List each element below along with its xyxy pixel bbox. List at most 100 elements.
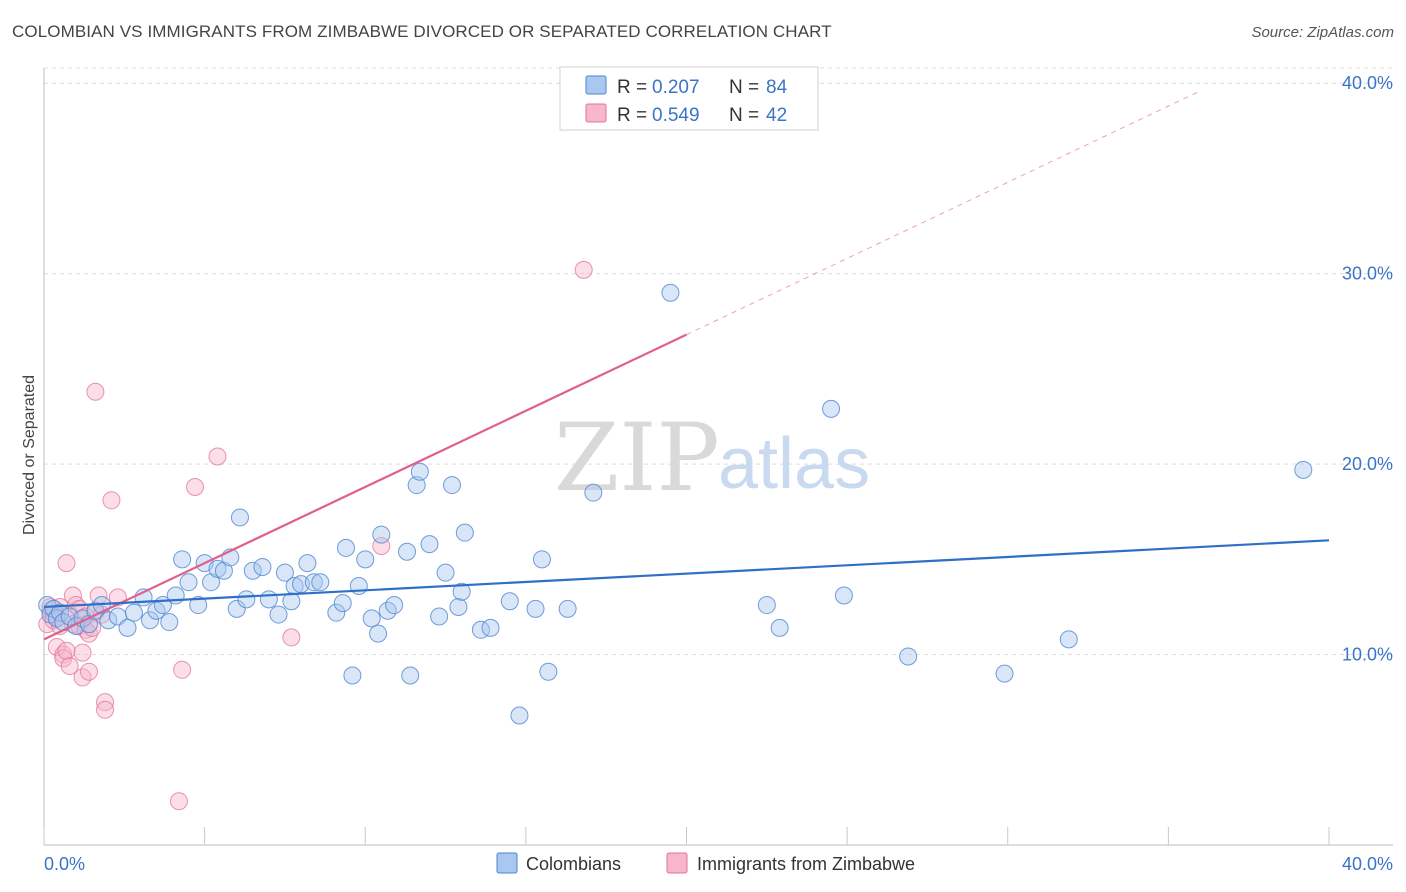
x-tick-label-min: 0.0% <box>44 854 85 874</box>
watermark-atlas: atlas <box>718 424 870 504</box>
trend-line-colombians <box>43 539 1330 609</box>
point-zimbabwe <box>57 554 76 573</box>
point-colombians <box>442 476 461 495</box>
point-colombians <box>227 599 246 618</box>
legend-label-zimbabwe: Immigrants from Zimbabwe <box>697 854 915 874</box>
point-colombians <box>179 573 198 592</box>
stats-r-label-zimbabwe: R = <box>617 105 647 126</box>
point-colombians <box>407 476 426 495</box>
y-tick-label: 10.0% <box>1342 645 1393 665</box>
watermark: ZIP atlas <box>554 404 870 513</box>
point-zimbabwe <box>47 637 66 656</box>
point-zimbabwe <box>169 792 188 811</box>
point-colombians <box>436 563 455 582</box>
trend-line-zimbabwe <box>43 333 687 641</box>
point-colombians <box>510 706 529 725</box>
point-colombians <box>362 609 381 628</box>
stats-n-value-zimbabwe: 42 <box>766 105 787 126</box>
point-colombians <box>259 590 278 609</box>
point-zimbabwe <box>96 693 115 712</box>
point-colombians <box>51 603 70 622</box>
point-zimbabwe <box>102 491 121 510</box>
point-zimbabwe <box>574 260 593 279</box>
point-colombians <box>356 550 375 569</box>
point-zimbabwe <box>185 477 204 496</box>
point-colombians <box>661 283 680 302</box>
point-colombians <box>420 535 439 554</box>
stats-legend-box: R = 0.207 N = 84 R = 0.549 N = 42 <box>559 66 819 131</box>
point-colombians <box>410 462 429 481</box>
point-colombians <box>275 563 294 582</box>
y-axis-title: Divorced or Separated <box>21 375 38 535</box>
point-colombians <box>834 586 853 605</box>
point-colombians <box>1294 460 1313 479</box>
point-colombians <box>500 592 519 611</box>
point-colombians <box>526 599 545 618</box>
y-tick-label: 30.0% <box>1342 264 1393 284</box>
legend-swatch-colombians <box>496 852 518 874</box>
point-colombians <box>208 559 227 578</box>
stats-r-label-colombians: R = <box>617 77 647 98</box>
x-axis-ticks <box>43 827 1330 845</box>
point-colombians <box>99 611 118 630</box>
stats-n-label-zimbabwe: N = <box>729 105 759 126</box>
stats-r-value-colombians: 0.207 <box>652 77 700 98</box>
point-colombians <box>455 523 474 542</box>
point-colombians <box>385 596 404 615</box>
chart-source: Source: ZipAtlas.com <box>1251 24 1394 41</box>
point-colombians <box>230 508 249 527</box>
y-axis-tick-labels: 10.0% 20.0% 30.0% 40.0% <box>1342 73 1393 664</box>
point-colombians <box>311 573 330 592</box>
point-colombians <box>124 603 143 622</box>
point-colombians <box>336 538 355 557</box>
point-colombians <box>333 594 352 613</box>
point-colombians <box>173 550 192 569</box>
series-zimbabwe-points <box>38 260 593 811</box>
stats-swatch-zimbabwe <box>585 103 607 123</box>
stats-n-value-colombians: 84 <box>766 77 788 98</box>
point-zimbabwe <box>96 700 115 719</box>
trend-lines <box>43 90 1330 641</box>
point-colombians <box>243 561 262 580</box>
legend: Colombians Immigrants from Zimbabwe <box>496 852 915 874</box>
point-colombians <box>401 666 420 685</box>
y-tick-label: 20.0% <box>1342 454 1393 474</box>
watermark-zip: ZIP <box>554 404 720 513</box>
point-colombians <box>327 603 346 622</box>
point-colombians <box>372 525 391 544</box>
point-colombians <box>343 666 362 685</box>
point-colombians <box>449 597 468 616</box>
point-colombians <box>189 596 208 615</box>
chart-title: COLOMBIAN VS IMMIGRANTS FROM ZIMBABWE DI… <box>12 22 832 41</box>
trend-line-zimbabwe-extended <box>686 90 1201 336</box>
legend-swatch-zimbabwe <box>666 852 688 874</box>
x-tick-label-max: 40.0% <box>1342 854 1393 874</box>
stats-n-label-colombians: N = <box>729 77 759 98</box>
point-colombians <box>822 399 841 418</box>
point-zimbabwe <box>73 643 92 662</box>
point-colombians <box>160 613 179 632</box>
point-colombians <box>584 483 603 502</box>
point-colombians <box>995 664 1014 683</box>
point-colombians <box>1059 630 1078 649</box>
point-colombians <box>269 605 288 624</box>
point-colombians <box>118 618 137 637</box>
stats-swatch-colombians <box>585 75 607 95</box>
point-colombians <box>304 573 323 592</box>
point-zimbabwe <box>60 656 79 675</box>
point-colombians <box>237 590 256 609</box>
point-colombians <box>481 618 500 637</box>
point-zimbabwe <box>282 628 301 647</box>
point-colombians <box>369 624 388 643</box>
legend-label-colombians: Colombians <box>526 854 621 874</box>
stats-r-value-zimbabwe: 0.549 <box>652 105 700 126</box>
point-colombians <box>452 582 471 601</box>
point-colombians <box>298 554 317 573</box>
point-colombians <box>770 618 789 637</box>
point-colombians <box>532 550 551 569</box>
point-zimbabwe <box>79 662 98 681</box>
point-zimbabwe <box>57 641 76 660</box>
point-colombians <box>757 596 776 615</box>
point-zimbabwe <box>208 447 227 466</box>
